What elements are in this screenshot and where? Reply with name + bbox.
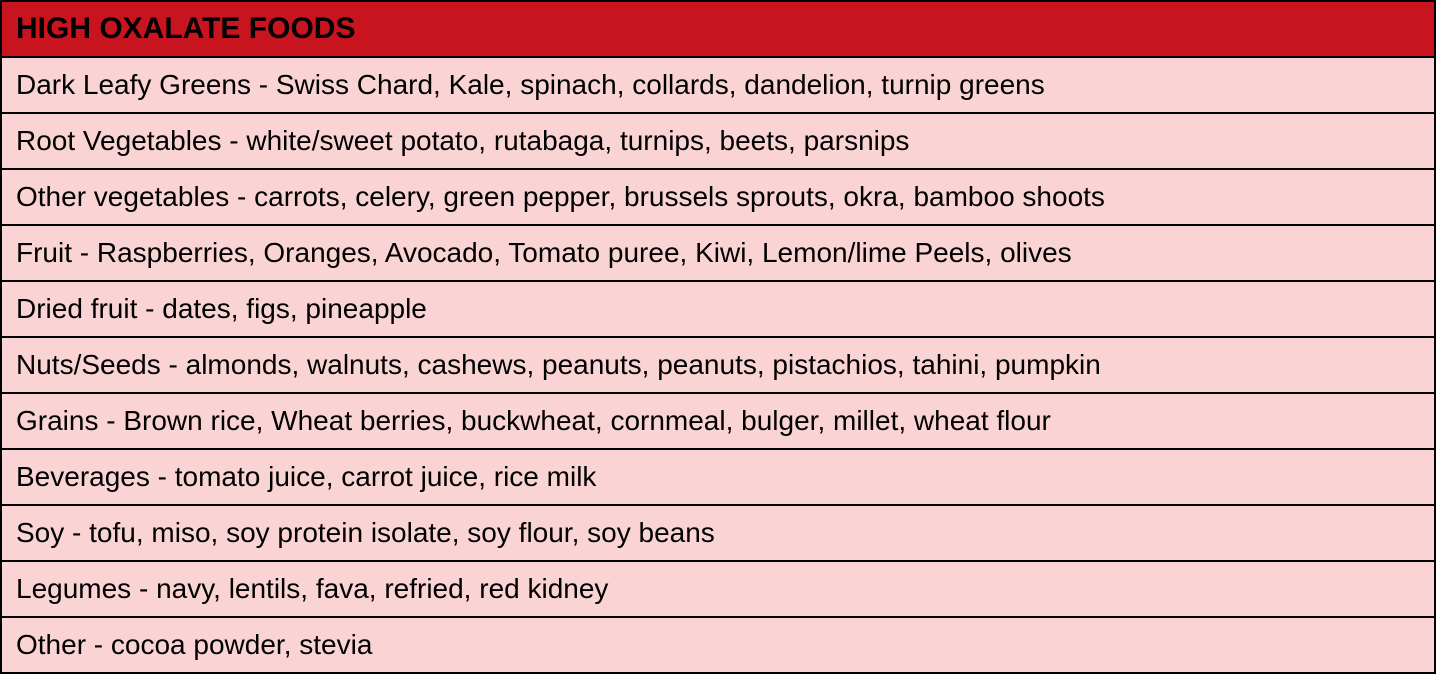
table-cell: Grains - Brown rice, Wheat berries, buck… [1,393,1435,449]
table-row: Dark Leafy Greens - Swiss Chard, Kale, s… [1,57,1435,113]
table-row: Legumes - navy, lentils, fava, refried, … [1,561,1435,617]
table-row: Beverages - tomato juice, carrot juice, … [1,449,1435,505]
table-row: Other vegetables - carrots, celery, gree… [1,169,1435,225]
table-header-row: HIGH OXALATE FOODS [1,1,1435,57]
table-row: Nuts/Seeds - almonds, walnuts, cashews, … [1,337,1435,393]
table-cell: Dried fruit - dates, figs, pineapple [1,281,1435,337]
table-cell: Soy - tofu, miso, soy protein isolate, s… [1,505,1435,561]
table-row: Other - cocoa powder, stevia [1,617,1435,673]
table-cell: Fruit - Raspberries, Oranges, Avocado, T… [1,225,1435,281]
table-body: Dark Leafy Greens - Swiss Chard, Kale, s… [1,57,1435,673]
table-cell: Beverages - tomato juice, carrot juice, … [1,449,1435,505]
table-cell: Nuts/Seeds - almonds, walnuts, cashews, … [1,337,1435,393]
table-cell: Dark Leafy Greens - Swiss Chard, Kale, s… [1,57,1435,113]
table-cell: Other - cocoa powder, stevia [1,617,1435,673]
table-row: Soy - tofu, miso, soy protein isolate, s… [1,505,1435,561]
table-cell: Other vegetables - carrots, celery, gree… [1,169,1435,225]
table-header: HIGH OXALATE FOODS [1,1,1435,57]
table-row: Fruit - Raspberries, Oranges, Avocado, T… [1,225,1435,281]
table-cell: Root Vegetables - white/sweet potato, ru… [1,113,1435,169]
oxalate-foods-table: HIGH OXALATE FOODS Dark Leafy Greens - S… [0,0,1436,674]
table-row: Grains - Brown rice, Wheat berries, buck… [1,393,1435,449]
table-row: Root Vegetables - white/sweet potato, ru… [1,113,1435,169]
table-row: Dried fruit - dates, figs, pineapple [1,281,1435,337]
table-cell: Legumes - navy, lentils, fava, refried, … [1,561,1435,617]
